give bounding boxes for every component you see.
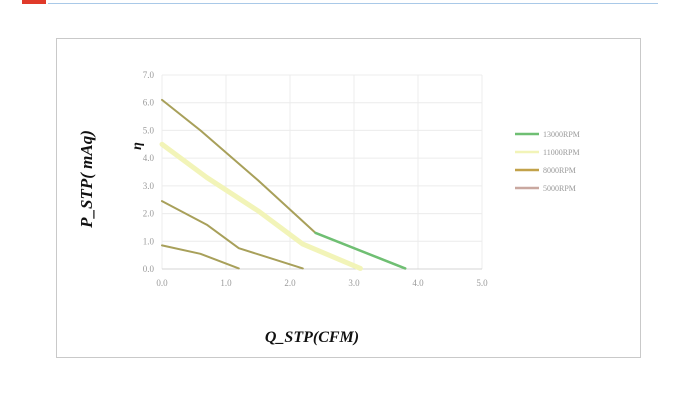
y-tick-label: 3.0 <box>143 181 155 191</box>
tick-labels: 0.0 1.0 2.0 3.0 4.0 5.0 6.0 7.0 0.0 1.0 2.0 3.0 4.0 5… <box>143 70 488 288</box>
series-lines <box>159 98 407 271</box>
y-tick-label: 1.0 <box>143 236 155 246</box>
series-line-5000rpm <box>161 244 240 270</box>
series-line-tail-13000rpm <box>314 231 407 270</box>
y-tick-label: 6.0 <box>143 98 155 108</box>
x-tick-label: 0.0 <box>156 278 168 288</box>
chart-frame: 0.0 1.0 2.0 3.0 4.0 5.0 6.0 7.0 0.0 1.0 2.0 3.0 4.0 5… <box>56 38 641 358</box>
x-tick-label: 3.0 <box>348 278 360 288</box>
y-tick-label: 5.0 <box>143 125 155 135</box>
legend-label: 5000RPM <box>543 184 576 193</box>
y-tick-label: 7.0 <box>143 70 155 80</box>
y-axis-label: P_STP( mAq) <box>77 130 96 229</box>
x-tick-label: 4.0 <box>412 278 424 288</box>
legend-label: 8000RPM <box>543 166 576 175</box>
x-axis-label: Q_STP(CFM) <box>265 329 359 346</box>
y-tick-label: 2.0 <box>143 209 155 219</box>
legend-label: 11000RPM <box>543 148 580 157</box>
series-line-13000rpm <box>161 98 407 270</box>
legend-label: 13000RPM <box>543 130 580 139</box>
x-tick-label: 5.0 <box>476 278 488 288</box>
y-tick-label: 0.0 <box>143 264 155 274</box>
grid <box>161 74 483 270</box>
eta-label: η <box>130 142 145 150</box>
x-tick-label: 2.0 <box>284 278 296 288</box>
top-divider <box>48 3 658 4</box>
x-tick-label: 1.0 <box>220 278 232 288</box>
legend: 13000RPM 11000RPM 8000RPM 5000RPM <box>515 130 580 193</box>
series-line-8000rpm <box>161 200 304 270</box>
red-tab-marker <box>22 0 46 4</box>
y-tick-label: 4.0 <box>143 153 155 163</box>
top-bar <box>0 0 688 9</box>
series-line-11000rpm <box>159 141 363 271</box>
chart: 0.0 1.0 2.0 3.0 4.0 5.0 6.0 7.0 0.0 1.0 2.0 3.0 4.0 5… <box>77 70 580 346</box>
